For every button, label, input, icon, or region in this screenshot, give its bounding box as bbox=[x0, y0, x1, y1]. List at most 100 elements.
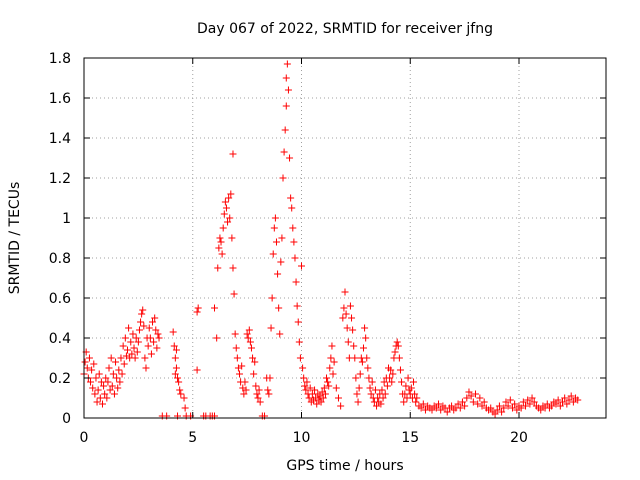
data-point bbox=[292, 278, 300, 286]
data-point bbox=[224, 218, 232, 226]
data-point bbox=[85, 354, 93, 362]
data-point bbox=[467, 392, 475, 400]
data-point bbox=[89, 384, 97, 392]
data-point bbox=[480, 398, 488, 406]
data-point bbox=[379, 394, 387, 402]
data-point bbox=[276, 330, 284, 338]
data-point bbox=[270, 224, 278, 232]
data-point bbox=[127, 338, 135, 346]
y-axis-label: SRMTID / TECUs bbox=[7, 182, 23, 295]
y-tick-label: 1.4 bbox=[49, 131, 71, 147]
y-tick-label: 0.8 bbox=[49, 251, 71, 267]
data-point bbox=[526, 400, 534, 408]
data-point bbox=[213, 334, 221, 342]
data-point bbox=[323, 374, 331, 382]
data-point bbox=[83, 364, 91, 372]
data-point bbox=[381, 390, 389, 398]
data-point bbox=[378, 386, 386, 394]
data-point bbox=[350, 342, 358, 350]
data-point bbox=[373, 402, 381, 410]
data-point bbox=[391, 348, 399, 356]
data-point bbox=[277, 258, 285, 266]
data-point bbox=[366, 384, 374, 392]
data-point bbox=[407, 384, 415, 392]
data-point bbox=[107, 354, 115, 362]
data-point bbox=[81, 358, 89, 366]
data-point bbox=[389, 370, 397, 378]
data-point bbox=[238, 362, 246, 370]
data-point bbox=[388, 378, 396, 386]
data-point bbox=[141, 354, 149, 362]
data-point bbox=[364, 364, 372, 372]
data-point bbox=[220, 210, 228, 218]
data-point bbox=[368, 378, 376, 386]
data-point bbox=[226, 214, 234, 222]
data-point bbox=[125, 324, 133, 332]
data-point bbox=[245, 326, 253, 334]
data-point bbox=[219, 224, 227, 232]
data-point bbox=[255, 386, 263, 394]
data-point bbox=[410, 378, 418, 386]
data-point bbox=[230, 290, 238, 298]
data-point bbox=[362, 334, 370, 342]
data-point bbox=[386, 374, 394, 382]
data-point bbox=[146, 334, 154, 342]
data-point bbox=[487, 404, 495, 412]
data-point bbox=[275, 304, 283, 312]
data-point bbox=[359, 344, 367, 352]
x-tick-label: 20 bbox=[510, 430, 528, 446]
plot-frame bbox=[83, 57, 607, 419]
data-point bbox=[93, 398, 101, 406]
data-point bbox=[233, 354, 241, 362]
data-point bbox=[268, 294, 276, 302]
data-point bbox=[565, 396, 573, 404]
data-point bbox=[250, 370, 258, 378]
data-point bbox=[559, 398, 566, 406]
data-point bbox=[147, 350, 155, 358]
data-point bbox=[135, 326, 143, 334]
x-tick-label: 15 bbox=[401, 430, 419, 446]
data-point bbox=[398, 378, 406, 386]
data-point bbox=[524, 396, 532, 404]
data-point bbox=[151, 314, 159, 322]
data-point bbox=[229, 150, 237, 158]
data-point bbox=[543, 400, 551, 408]
data-point bbox=[327, 354, 335, 362]
data-point bbox=[288, 204, 296, 212]
data-point bbox=[465, 388, 473, 396]
data-point bbox=[461, 402, 469, 410]
data-point bbox=[556, 402, 564, 410]
data-point bbox=[329, 370, 337, 378]
data-point bbox=[332, 384, 340, 392]
data-point bbox=[367, 390, 375, 398]
data-point bbox=[346, 302, 354, 310]
data-point bbox=[361, 324, 369, 332]
data-point bbox=[552, 400, 560, 408]
data-point bbox=[124, 346, 131, 354]
data-point bbox=[193, 366, 201, 374]
data-point bbox=[561, 394, 569, 402]
data-point bbox=[469, 398, 477, 406]
data-point bbox=[116, 378, 124, 386]
data-point bbox=[339, 314, 347, 322]
data-point bbox=[474, 400, 482, 408]
data-point bbox=[254, 394, 262, 402]
data-point bbox=[351, 354, 359, 362]
data-point bbox=[267, 324, 275, 332]
data-point bbox=[491, 410, 499, 418]
data-point bbox=[253, 390, 261, 398]
data-point bbox=[506, 396, 514, 404]
data-point bbox=[227, 190, 235, 198]
data-point bbox=[302, 386, 310, 394]
data-point bbox=[567, 392, 575, 400]
data-point bbox=[286, 154, 294, 162]
data-point bbox=[435, 400, 443, 408]
data-point bbox=[100, 382, 108, 390]
data-point bbox=[404, 374, 412, 382]
data-point bbox=[88, 366, 96, 374]
data-point bbox=[133, 348, 141, 356]
data-point bbox=[144, 342, 152, 350]
data-point bbox=[236, 370, 244, 378]
data-point bbox=[443, 408, 451, 416]
